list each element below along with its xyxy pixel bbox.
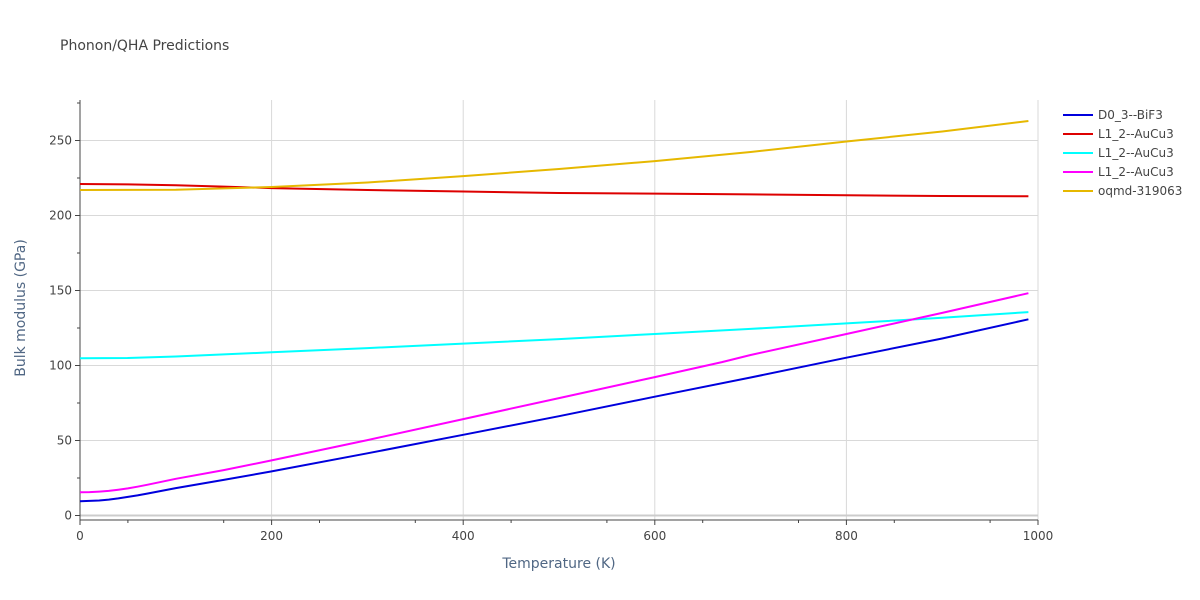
x-tick-label: 1000 — [1023, 529, 1054, 543]
legend-label-2: L1_2--AuCu3 — [1098, 146, 1174, 160]
legend-label-1: L1_2--AuCu3 — [1098, 127, 1174, 141]
y-tick-label: 250 — [49, 134, 72, 148]
series-line-3 — [79, 292, 1029, 494]
x-tick-label: 0 — [76, 529, 84, 543]
x-tick-label: 400 — [452, 529, 475, 543]
series-group — [79, 120, 1029, 503]
grid — [80, 100, 1039, 520]
y-tick-label: 0 — [64, 509, 72, 523]
y-tick-label: 100 — [49, 359, 72, 373]
series-line-1 — [79, 183, 1029, 198]
legend-label-4: oqmd-319063 — [1098, 184, 1182, 198]
legend-label-0: D0_3--BiF3 — [1098, 108, 1163, 122]
series-line-4 — [79, 120, 1029, 191]
y-axis-title: Bulk modulus (GPa) — [13, 239, 29, 377]
y-tick-label: 50 — [57, 434, 72, 448]
axes: 0 200 400 600 800 1000 0 50 100 150 200 250 — [49, 100, 1053, 543]
series-line-0 — [79, 318, 1029, 503]
series-line-2 — [79, 311, 1029, 360]
x-axis-title: Temperature (K) — [501, 556, 615, 572]
x-tick-label: 600 — [643, 529, 666, 543]
y-tick-label: 200 — [49, 209, 72, 223]
legend-label-3: L1_2--AuCu3 — [1098, 165, 1174, 179]
x-tick-label: 200 — [260, 529, 283, 543]
y-tick-label: 150 — [49, 284, 72, 298]
chart-title: Phonon/QHA Predictions — [60, 38, 229, 54]
x-tick-label: 800 — [835, 529, 858, 543]
legend: D0_3--BiF3 L1_2--AuCu3 L1_2--AuCu3 L1_2--Au… — [1063, 108, 1182, 198]
